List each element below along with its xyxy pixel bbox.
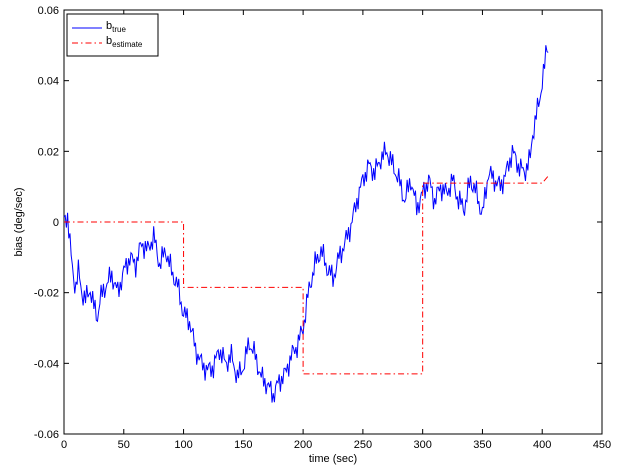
x-tick-label: 150 [234, 439, 252, 451]
legend-box [66, 13, 159, 57]
series-layer [63, 45, 549, 403]
x-tick-label: 300 [413, 439, 431, 451]
x-tick-label: 100 [174, 439, 192, 451]
x-tick-label: 50 [118, 439, 130, 451]
legend: btrue bestimate [66, 13, 159, 57]
y-tick-label: 0.02 [38, 146, 59, 158]
x-tick-label: 350 [473, 439, 491, 451]
legend-label-sub: estimate [112, 40, 143, 49]
x-tick-label: 450 [593, 439, 611, 451]
legend-label-b-estimate: bestimate [106, 35, 143, 49]
y-tick-label: 0.04 [38, 76, 59, 88]
plot-area [63, 9, 603, 435]
y-tick-label: -0.06 [34, 429, 59, 441]
plot-frame [63, 9, 603, 435]
x-tick-label: 200 [294, 439, 312, 451]
x-axis-label: time (sec) [309, 453, 357, 465]
y-axis: -0.06 -0.04 -0.02 0 0.02 0.04 0.06 [34, 5, 602, 441]
legend-label-b-true: btrue [106, 20, 126, 34]
x-tick-label: 0 [61, 439, 67, 451]
legend-label-base: b [106, 20, 112, 32]
legend-label-base: b [106, 35, 112, 47]
y-tick-label: -0.04 [34, 358, 59, 370]
x-tick-label: 250 [354, 439, 372, 451]
x-tick-label: 400 [533, 439, 551, 451]
y-axis-label: bias (deg/sec) [13, 187, 25, 256]
y-tick-label: 0.06 [38, 5, 59, 17]
series-line-b-true [63, 45, 549, 403]
y-tick-label: -0.02 [34, 288, 59, 300]
legend-label-sub: true [112, 25, 126, 34]
x-axis: 0 50 100 150 200 250 300 350 400 450 [61, 10, 611, 451]
y-tick-label: 0 [53, 217, 59, 229]
